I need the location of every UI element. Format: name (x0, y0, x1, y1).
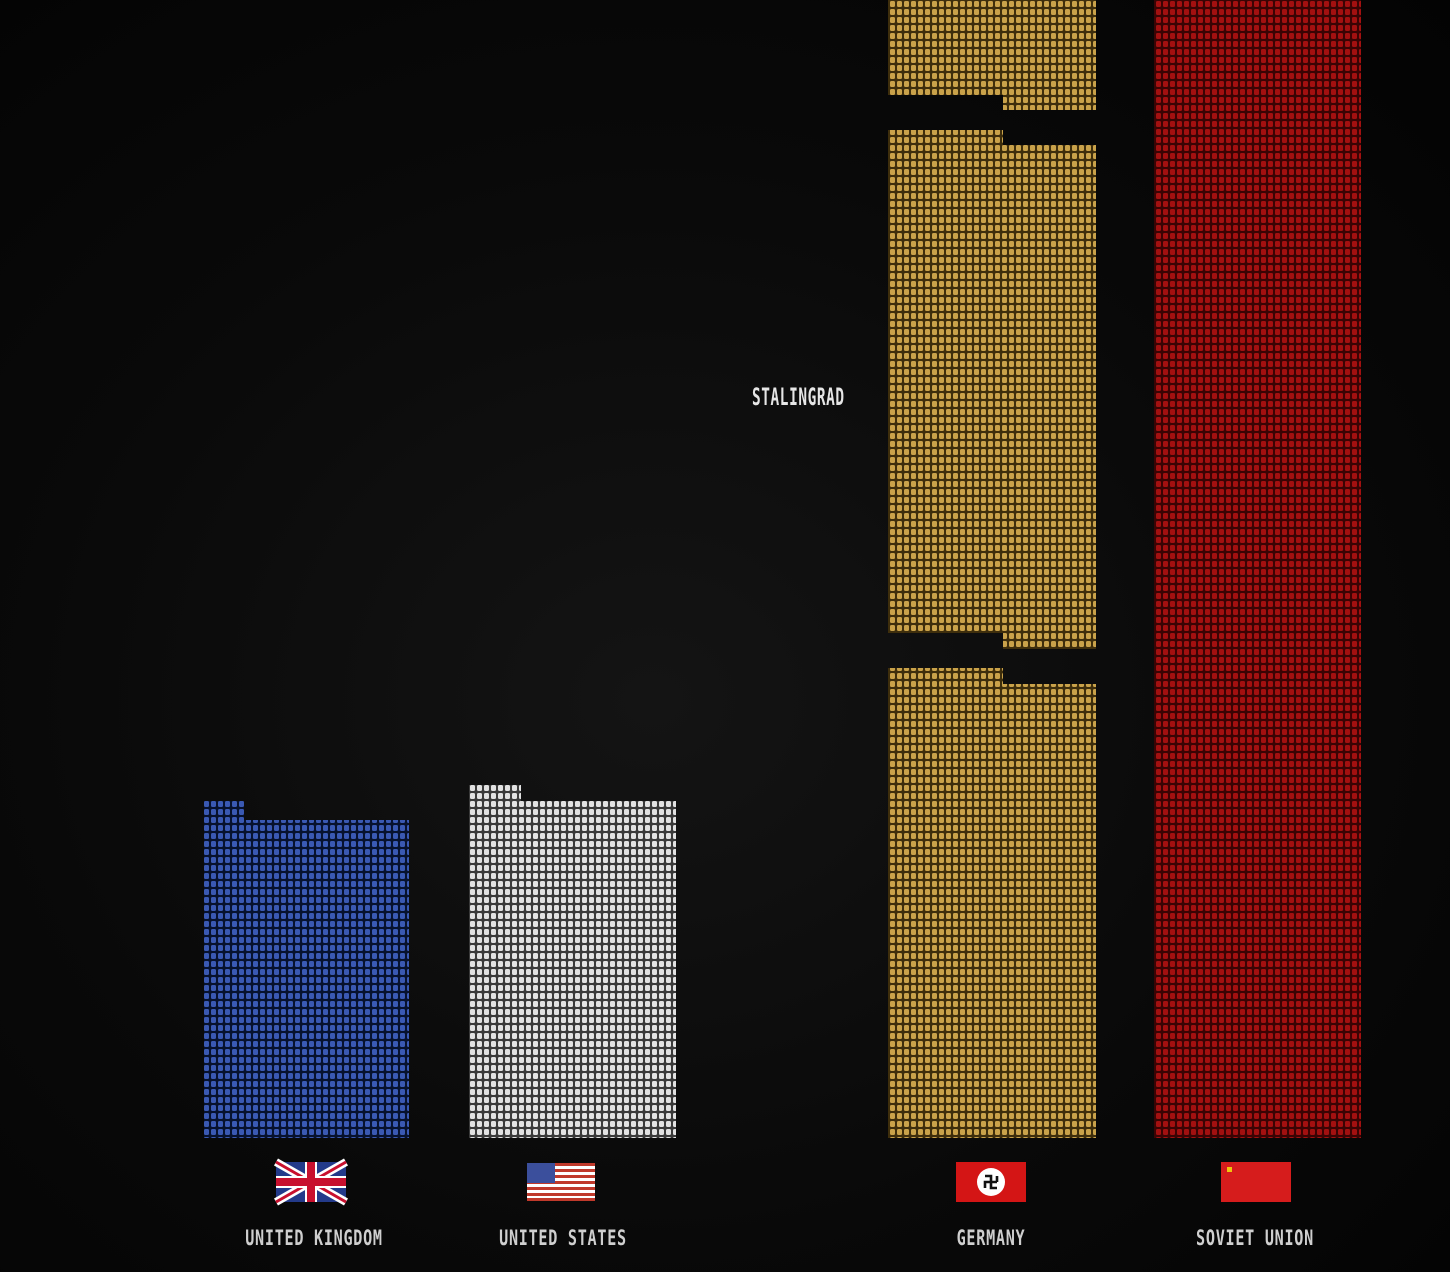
bar-united-states-top (469, 785, 521, 802)
label-united-states: UNITED STATES (499, 1226, 627, 1250)
bar-soviet-union-body (1154, 0, 1361, 1138)
annotation-stalingrad: STALINGRAD (752, 383, 845, 411)
germany-flag-icon (956, 1162, 1026, 1202)
bar-germany-seg-3 (888, 668, 1003, 1138)
bar-united-kingdom-top (204, 801, 244, 821)
bar-germany-seg-1b (1003, 0, 1096, 110)
soviet-flag-icon (1221, 1162, 1291, 1202)
bar-germany-seg-1 (888, 0, 1003, 95)
bar-soviet-union (1154, 0, 1361, 1138)
bar-united-kingdom-body (204, 820, 409, 1138)
bar-germany-seg-2 (888, 130, 1003, 633)
bar-germany-seg-2b (1003, 145, 1096, 649)
bar-united-states (469, 785, 676, 1138)
label-germany: GERMANY (956, 1226, 1026, 1250)
bar-united-kingdom (204, 801, 409, 1138)
label-soviet-union: SOVIET UNION (1196, 1226, 1314, 1250)
bar-united-states-body (469, 801, 676, 1138)
label-united-kingdom: UNITED KINGDOM (245, 1226, 383, 1250)
uk-flag-icon (274, 1158, 348, 1206)
bar-germany (888, 0, 1096, 1138)
bar-germany-seg-3b (1003, 684, 1096, 1138)
us-flag-icon (527, 1163, 595, 1201)
